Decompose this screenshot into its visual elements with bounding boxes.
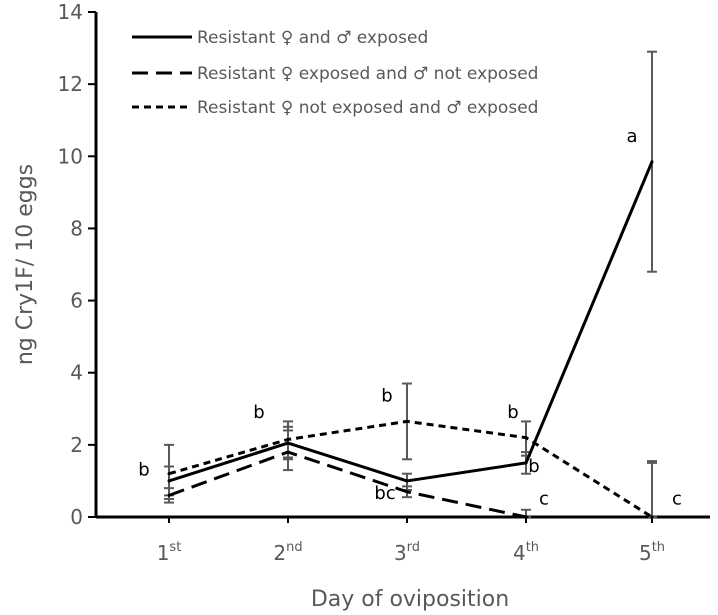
data-point [524, 436, 528, 440]
data-point [167, 479, 171, 483]
significance-label: bc [374, 483, 395, 504]
data-point [524, 515, 528, 519]
error-bars [164, 50, 657, 518]
data-point [286, 450, 290, 454]
data-point [405, 479, 409, 483]
legend-label-1: Resistant ♀ and ♂ exposed [197, 28, 428, 48]
data-point [650, 515, 654, 519]
x-axis-title: Day of oviposition [311, 587, 509, 612]
data-point [405, 490, 409, 494]
x-tick-label-superscript: rd [407, 540, 420, 555]
x-tick-label-base: 5 [639, 541, 652, 565]
x-tick-label-superscript: st [169, 540, 181, 555]
x-tick-label-superscript: th [526, 540, 539, 555]
y-tick-label: 0 [70, 505, 83, 529]
y-tick-label: 4 [70, 361, 83, 385]
y-tick-label: 12 [58, 72, 83, 96]
significance-label: a [626, 126, 637, 147]
y-tick-label: 14 [58, 0, 83, 24]
legend: Resistant ♀ and ♂ exposed Resistant ♀ exp… [132, 28, 538, 118]
x-tick-label-base: 1 [157, 541, 170, 565]
data-point [650, 160, 654, 164]
legend-label-2: Resistant ♀ exposed and ♂ not exposed [197, 64, 538, 84]
data-point [286, 441, 290, 445]
significance-label: b [138, 460, 149, 481]
data-point [167, 472, 171, 476]
significance-label: c [539, 488, 549, 509]
x-tick-label-base: 3 [394, 541, 407, 565]
significance-label: b [381, 386, 392, 407]
data-point [167, 493, 171, 497]
data-point [405, 419, 409, 423]
y-tick-label: 6 [70, 289, 83, 313]
x-tick-label: 2nd [273, 540, 302, 565]
x-tick-label-base: 4 [513, 541, 526, 565]
data-point [524, 461, 528, 465]
significance-label: b [507, 402, 518, 423]
x-tick-label-superscript: th [652, 540, 665, 555]
x-tick-label-base: 2 [273, 541, 286, 565]
significance-label: c [672, 488, 682, 509]
y-tick-label: 8 [70, 216, 83, 240]
data-point [286, 437, 290, 441]
x-tick-label: 4th [513, 540, 539, 565]
series-line-2 [168, 450, 652, 519]
y-axis-title: ng Cry1F/ 10 eggs [13, 164, 38, 365]
legend-label-3: Resistant ♀ not exposed and ♂ exposed [197, 98, 538, 118]
series-line-1 [168, 161, 654, 483]
x-tick-label-superscript: nd [286, 540, 303, 555]
x-tick-label: 1st [157, 540, 182, 565]
x-tick-label: 5th [639, 540, 665, 565]
significance-label: b [528, 456, 539, 477]
series-lines [167, 160, 654, 519]
x-tick-label: 3rd [394, 540, 420, 565]
y-tick-label: 10 [58, 144, 83, 168]
significance-label: b [253, 402, 264, 423]
y-tick-label: 2 [70, 433, 83, 457]
